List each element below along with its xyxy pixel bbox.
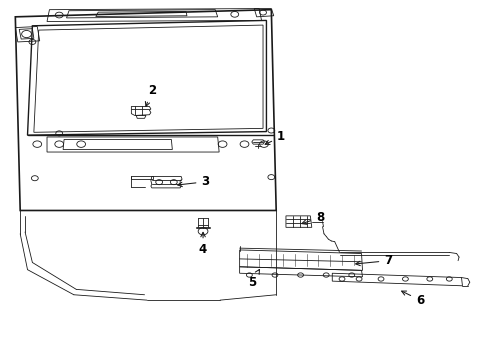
Text: 7: 7 [355, 254, 391, 267]
Text: 2: 2 [145, 84, 156, 106]
Text: 3: 3 [177, 175, 209, 188]
Text: 1: 1 [264, 130, 285, 144]
Text: 5: 5 [247, 269, 259, 289]
Text: 6: 6 [401, 291, 423, 307]
Text: 4: 4 [199, 232, 207, 256]
Text: 8: 8 [301, 211, 324, 224]
